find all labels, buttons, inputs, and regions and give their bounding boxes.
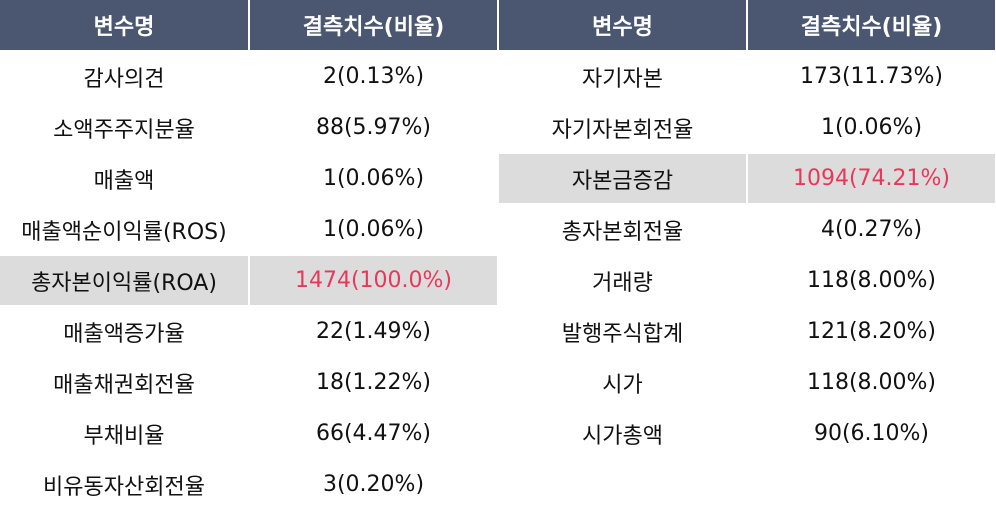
variable-name: 매출액 (0, 153, 250, 205)
table-row: 매출액순이익률(ROS) 1(0.06%) 총자본회전율 4(0.27%) (0, 204, 996, 256)
missing-count: 1(0.06%) (249, 204, 499, 256)
missing-count: 4(0.27%) (747, 204, 996, 256)
table-row: 매출채권회전율 18(1.22%) 시가 118(8.00%) (0, 357, 996, 409)
variable-name: 소액주주지분율 (0, 102, 250, 154)
table-row: 매출액증가율 22(1.49%) 발행주식합계 121(8.20%) (0, 306, 996, 358)
variable-name: 부채비율 (0, 408, 250, 460)
missing-count: 121(8.20%) (747, 306, 996, 358)
header-missing-left: 결측치수(비율) (249, 0, 499, 52)
missing-count: 118(8.00%) (747, 255, 996, 307)
missing-count-highlighted: 1094(74.21%) (747, 153, 996, 205)
variable-name: 매출채권회전율 (0, 357, 250, 409)
header-missing-right: 결측치수(비율) (747, 0, 996, 52)
missing-count: 3(0.20%) (249, 459, 499, 511)
variable-name-highlighted: 자본금증감 (498, 153, 748, 205)
variable-name: 매출액순이익률(ROS) (0, 204, 250, 256)
missing-count: 1(0.06%) (747, 102, 996, 154)
missing-count-highlighted: 1474(100.0%) (249, 255, 499, 307)
header-variable-left: 변수명 (0, 0, 250, 52)
missing-count: 118(8.00%) (747, 357, 996, 409)
variable-name: 시가총액 (498, 408, 748, 460)
missing-count: 18(1.22%) (249, 357, 499, 409)
variable-name: 비유동자산회전율 (0, 459, 250, 511)
variable-name: 거래량 (498, 255, 748, 307)
variable-name: 매출액증가율 (0, 306, 250, 358)
empty-cell (747, 459, 996, 511)
missing-count: 2(0.13%) (249, 51, 499, 103)
variable-name: 감사의견 (0, 51, 250, 103)
variable-name: 자기자본회전율 (498, 102, 748, 154)
header-variable-right: 변수명 (498, 0, 748, 52)
missing-count: 66(4.47%) (249, 408, 499, 460)
variable-name: 자기자본 (498, 51, 748, 103)
missing-count: 173(11.73%) (747, 51, 996, 103)
variable-name: 총자본회전율 (498, 204, 748, 256)
variable-name-highlighted: 총자본이익률(ROA) (0, 255, 250, 307)
missing-count: 1(0.06%) (249, 153, 499, 205)
table-row: 매출액 1(0.06%) 자본금증감 1094(74.21%) (0, 153, 996, 205)
table-row: 소액주주지분율 88(5.97%) 자기자본회전율 1(0.06%) (0, 102, 996, 154)
missing-count: 88(5.97%) (249, 102, 499, 154)
empty-cell (498, 459, 748, 511)
variable-name: 발행주식합계 (498, 306, 748, 358)
table-row: 총자본이익률(ROA) 1474(100.0%) 거래량 118(8.00%) (0, 255, 996, 307)
missing-count: 22(1.49%) (249, 306, 499, 358)
missing-count: 90(6.10%) (747, 408, 996, 460)
table-row: 감사의견 2(0.13%) 자기자본 173(11.73%) (0, 51, 996, 103)
table-row: 부채비율 66(4.47%) 시가총액 90(6.10%) (0, 408, 996, 460)
table-row: 비유동자산회전율 3(0.20%) (0, 459, 996, 511)
variable-name: 시가 (498, 357, 748, 409)
header-row: 변수명 결측치수(비율) 변수명 결측치수(비율) (0, 0, 996, 52)
